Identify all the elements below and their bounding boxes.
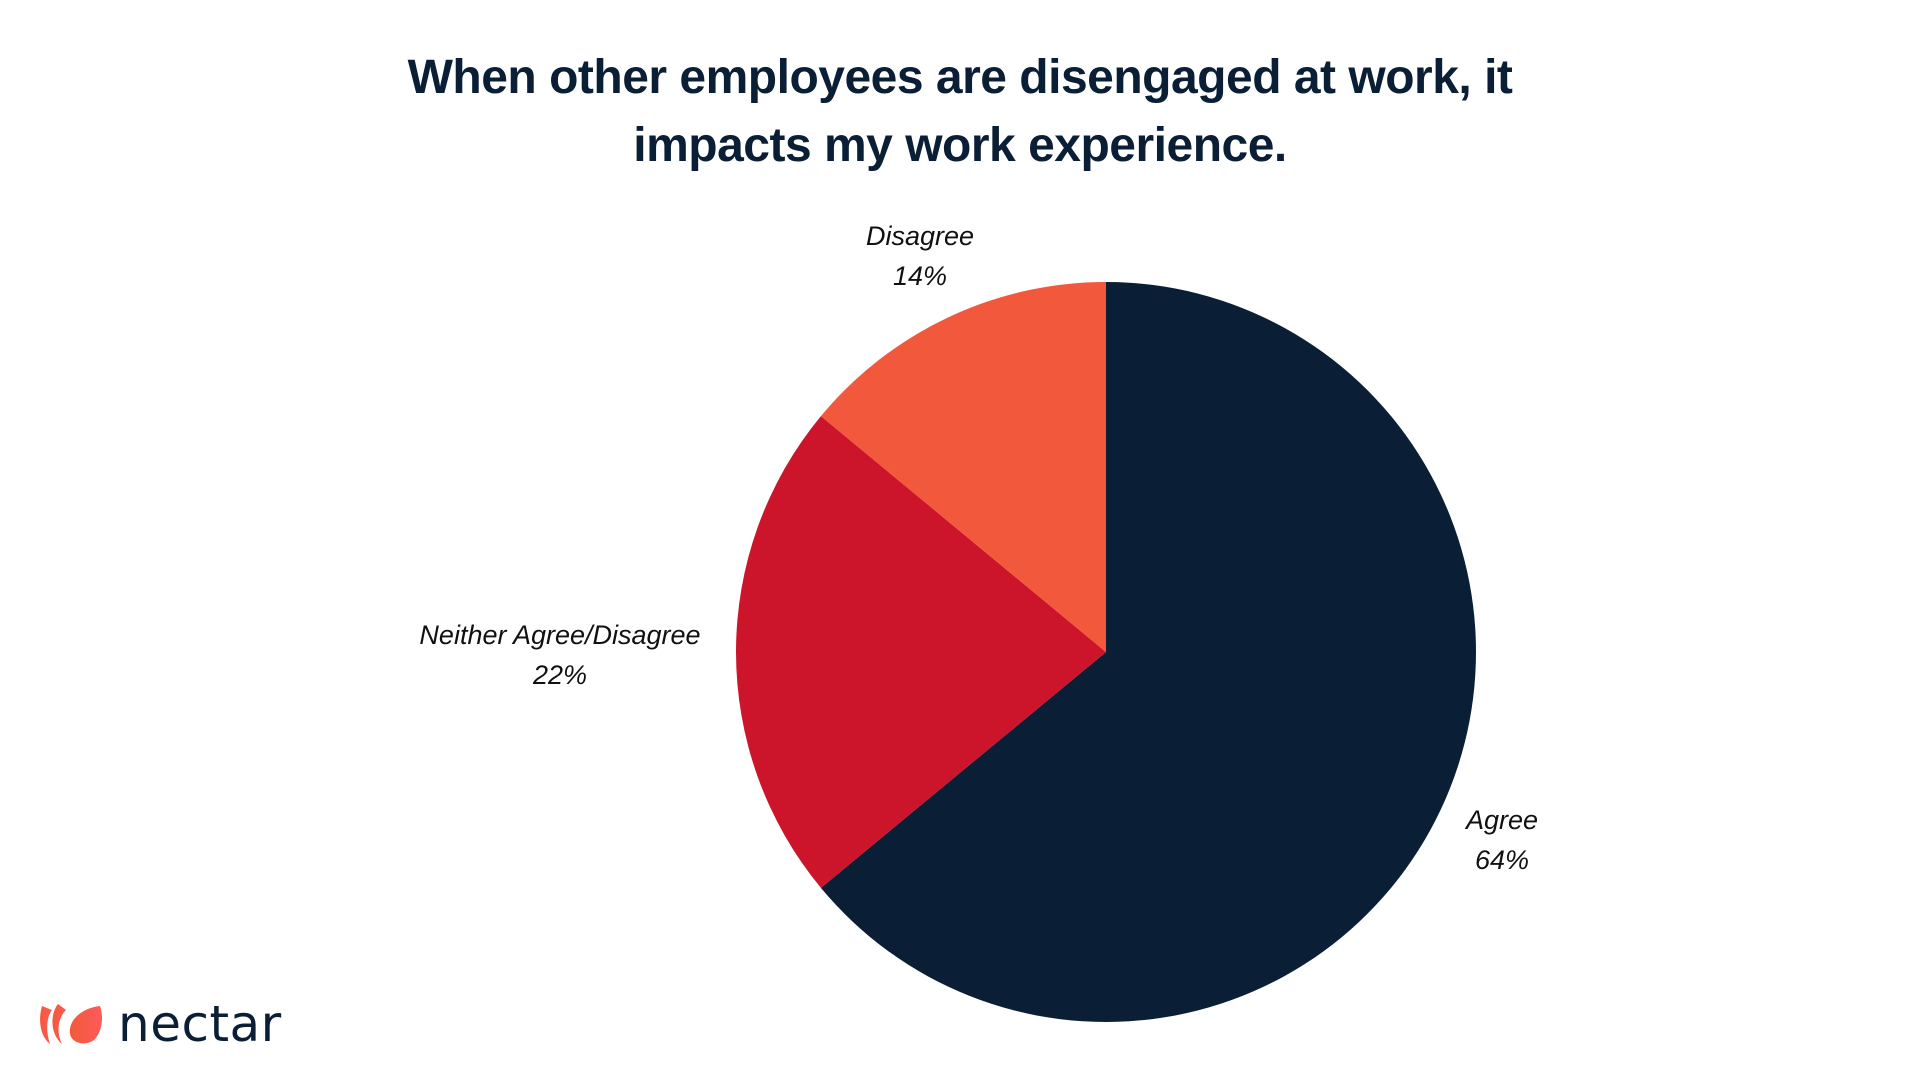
nectar-logo: nectar bbox=[38, 995, 282, 1053]
brand-name: nectar bbox=[118, 995, 282, 1053]
pie-slices bbox=[736, 282, 1476, 1022]
label-neither-value: 22% bbox=[532, 660, 588, 690]
pie-slice-disagree bbox=[820, 282, 1106, 652]
label-disagree-name: Disagree bbox=[865, 221, 975, 251]
label-disagree: Disagree 14% bbox=[866, 216, 974, 296]
chart-title: When other employees are disengaged at w… bbox=[0, 44, 1920, 180]
tulip-petals-icon bbox=[40, 1004, 102, 1044]
label-neither-name: Neither Agree/Disagree bbox=[419, 620, 701, 650]
label-neither: Neither Agree/Disagree 22% bbox=[419, 615, 700, 695]
pie-slice-neither-agree-disagree bbox=[736, 416, 1106, 888]
label-agree-name: Agree bbox=[1465, 805, 1539, 835]
pie-slice-agree bbox=[820, 282, 1476, 1022]
chart-title-line-2: impacts my work experience. bbox=[633, 119, 1287, 172]
chart-title-line-1: When other employees are disengaged at w… bbox=[407, 51, 1513, 104]
label-disagree-value: 14% bbox=[892, 261, 948, 291]
label-agree: Agree 64% bbox=[1466, 800, 1538, 880]
label-agree-value: 64% bbox=[1474, 845, 1530, 875]
